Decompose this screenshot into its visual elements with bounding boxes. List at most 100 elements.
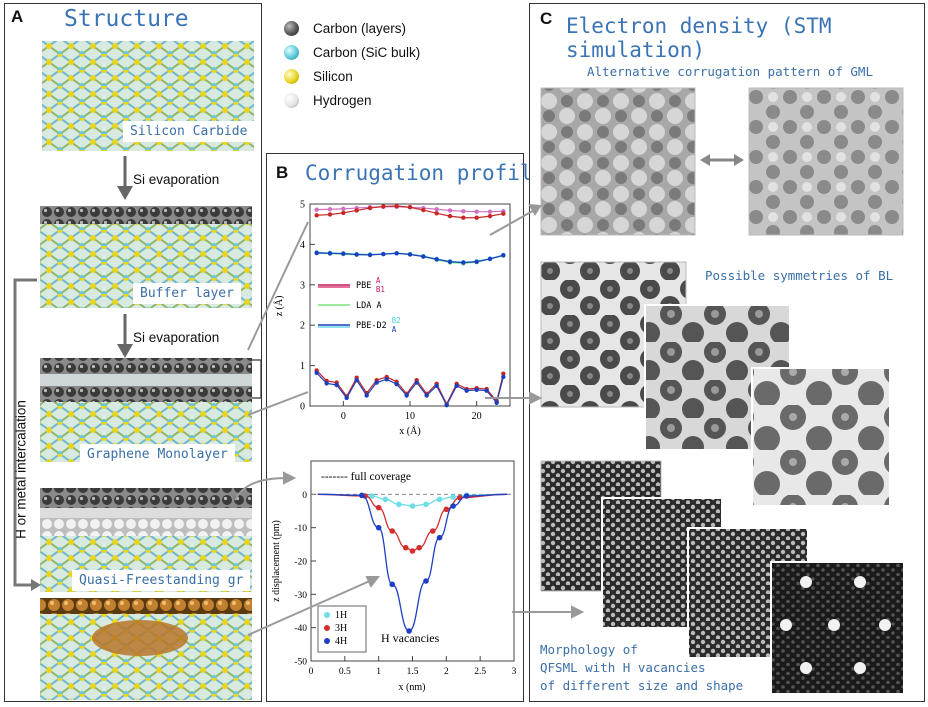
data-point	[434, 207, 439, 212]
data-point	[327, 207, 333, 212]
x-tick-label: 2.5	[474, 667, 486, 677]
data-point	[354, 377, 359, 383]
data-point	[341, 206, 346, 212]
data-point	[404, 393, 409, 398]
data-point	[358, 492, 365, 499]
data-point	[409, 548, 416, 554]
data-point	[414, 380, 419, 385]
data-point	[436, 534, 443, 541]
x-tick-label: 2	[444, 667, 449, 677]
series-line	[317, 493, 508, 632]
data-point	[474, 215, 479, 220]
legend-sub: A	[376, 276, 381, 285]
data-point	[382, 496, 389, 503]
data-point	[394, 203, 399, 209]
layer-label-buffer: Buffer layer	[133, 283, 241, 304]
y-tick-label: -20	[294, 558, 307, 568]
data-point	[369, 493, 375, 499]
caption-qfsml-1: Morphology of	[540, 642, 638, 657]
data-point	[421, 254, 426, 259]
caption-gml: Alternative corrugation pattern of GML	[587, 64, 873, 79]
legend-sub: B1	[376, 285, 385, 294]
legend-item: Hydrogen	[284, 88, 420, 112]
data-point	[494, 400, 499, 405]
layer-label-quasi-freestanding: Quasi-Freestanding gr	[72, 570, 251, 591]
silicon-atom-icon	[284, 68, 299, 84]
legend-item: Silicon	[284, 64, 420, 88]
data-point	[434, 383, 439, 388]
arrow-right-icon	[31, 579, 41, 591]
data-point	[423, 501, 429, 508]
data-point	[409, 503, 416, 509]
caption-bl: Possible symmetries of BL	[705, 268, 894, 283]
x-tick-label: 20	[472, 411, 482, 422]
step-label-si-evaporation-2: Si evaporation	[133, 330, 220, 345]
data-point	[450, 503, 456, 509]
data-point	[484, 388, 489, 393]
vacancy-flowers	[780, 576, 891, 674]
data-point	[421, 207, 426, 213]
data-point	[461, 209, 466, 214]
y-tick-label: 1	[300, 361, 305, 372]
legend-item: Carbon (layers)	[284, 16, 420, 40]
data-point	[389, 528, 395, 534]
data-point	[474, 259, 479, 264]
step-label-si-evaporation-1: Si evaporation	[133, 172, 220, 187]
legend-label: Hydrogen	[313, 92, 372, 108]
y-tick-label: 0	[302, 491, 307, 501]
data-point	[406, 628, 412, 634]
data-point	[501, 371, 506, 376]
x-tick-label: 0.5	[339, 667, 351, 677]
data-point	[367, 252, 373, 258]
data-point	[364, 393, 369, 398]
x-tick-label: 10	[405, 411, 415, 422]
data-point	[375, 504, 382, 511]
data-point	[327, 212, 333, 217]
data-point	[341, 210, 346, 216]
carbon-layer-atom-icon	[284, 20, 299, 36]
stm-gml-a	[540, 87, 696, 236]
legend-label: 4H	[335, 636, 347, 647]
data-point	[430, 528, 436, 534]
data-point	[464, 388, 469, 393]
data-point	[314, 207, 319, 212]
arrow-down-icon	[117, 344, 133, 358]
y-tick-label: -10	[294, 524, 307, 534]
data-point	[354, 208, 359, 213]
stm-gml-b	[748, 87, 904, 236]
legend-label: Silicon	[313, 68, 353, 84]
data-point	[447, 213, 453, 219]
data-point	[381, 251, 386, 257]
data-point	[461, 215, 466, 220]
data-point	[394, 381, 399, 387]
legend-label: Carbon (layers)	[313, 20, 407, 36]
data-point	[434, 211, 439, 216]
legend-label: Carbon (SiC bulk)	[313, 44, 421, 60]
data-point	[407, 252, 413, 257]
data-point	[384, 377, 389, 382]
y-tick-label: 5	[300, 200, 305, 211]
data-point	[501, 253, 506, 258]
y-axis-label: z displacement (pm)	[271, 520, 282, 602]
layer-label-graphene-monolayer: Graphene Monolayer	[80, 444, 235, 465]
panel-b-title: Corrugation profiles	[305, 161, 558, 185]
legend-sub: B2	[392, 316, 401, 325]
y-tick-label: -50	[294, 658, 307, 668]
x-tick-label: 3	[512, 667, 517, 677]
legend-label: LDA A	[356, 301, 382, 311]
panel-b-letter: B	[276, 163, 289, 182]
data-point	[436, 496, 443, 503]
data-point	[344, 395, 349, 401]
data-point	[402, 544, 409, 551]
data-point	[474, 209, 479, 214]
data-point	[450, 494, 456, 500]
x-tick-label: 0	[309, 667, 314, 677]
data-point	[463, 493, 470, 499]
hydrogen-atom-icon	[284, 92, 299, 108]
x-axis-label: x (nm)	[399, 682, 426, 693]
data-point	[381, 204, 386, 209]
data-point	[374, 380, 379, 385]
